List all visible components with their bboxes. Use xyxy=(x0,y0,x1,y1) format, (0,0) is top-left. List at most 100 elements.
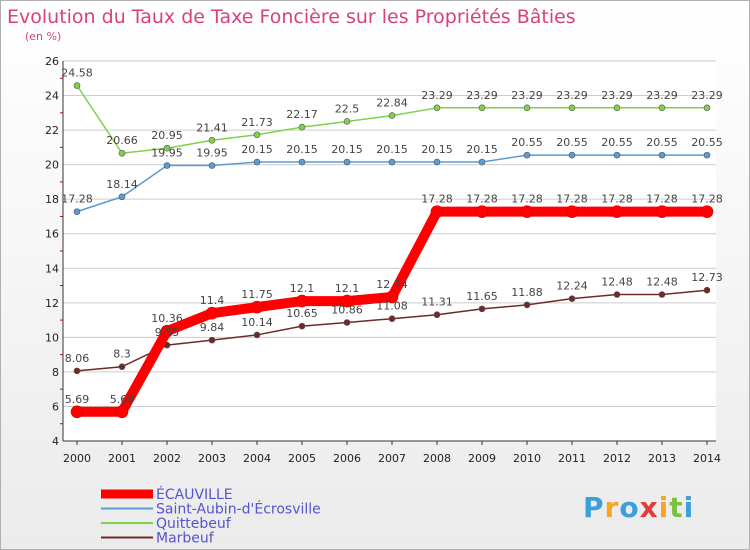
data-point xyxy=(475,205,489,218)
y-tick-label: 18 xyxy=(45,193,59,206)
logo-letter: o xyxy=(619,491,640,524)
data-label: 11.88 xyxy=(511,286,543,299)
data-point xyxy=(565,205,579,218)
data-label: 17.28 xyxy=(511,193,543,206)
y-tick-label: 8 xyxy=(52,366,59,379)
data-point xyxy=(163,144,171,152)
data-label: 21.41 xyxy=(196,121,228,134)
data-point xyxy=(340,294,354,308)
data-point xyxy=(520,205,534,218)
x-tick-label: 2010 xyxy=(513,452,541,465)
chart-title: Evolution du Taux de Taxe Foncière sur l… xyxy=(7,6,576,28)
data-label: 20.15 xyxy=(376,143,408,156)
x-tick-label: 2011 xyxy=(558,452,586,465)
data-label: 20.15 xyxy=(466,143,498,156)
data-label: 23.29 xyxy=(466,89,498,102)
data-label: 20.55 xyxy=(691,136,723,149)
data-label: 24.58 xyxy=(61,67,93,80)
x-tick-label: 2000 xyxy=(63,452,91,465)
data-point xyxy=(433,311,441,319)
data-point xyxy=(478,104,486,112)
data-label: 23.29 xyxy=(601,89,633,102)
data-point xyxy=(208,136,216,144)
data-point xyxy=(160,324,174,338)
logo-letter: r xyxy=(604,491,620,524)
y-tick-label: 26 xyxy=(45,55,59,68)
y-tick-label: 14 xyxy=(45,262,59,275)
y-tick-label: 16 xyxy=(45,228,59,241)
logo-letter: i xyxy=(658,491,670,524)
data-point xyxy=(253,158,261,166)
data-point xyxy=(73,367,81,375)
data-point xyxy=(208,336,216,344)
data-point xyxy=(430,205,444,218)
data-point xyxy=(163,162,171,169)
data-label: 12.48 xyxy=(601,276,633,289)
data-point xyxy=(343,319,351,326)
data-point xyxy=(568,151,576,159)
data-point xyxy=(523,301,531,309)
data-label: 17.28 xyxy=(421,193,453,206)
legend-label: Quittebeuf xyxy=(156,516,232,532)
legend-label: ÉCAUVILLE xyxy=(156,486,233,503)
data-label: 19.95 xyxy=(196,147,228,160)
x-tick-label: 2013 xyxy=(648,452,676,465)
data-label: 12.24 xyxy=(556,280,588,293)
data-label: 5.69 xyxy=(65,393,90,406)
data-label: 22.84 xyxy=(376,97,408,110)
data-point xyxy=(118,193,126,201)
data-label: 23.29 xyxy=(511,89,543,102)
logo-letter: t xyxy=(669,491,684,524)
data-point xyxy=(433,104,441,112)
data-point xyxy=(298,158,306,166)
x-tick-label: 2005 xyxy=(288,452,316,465)
data-label: 23.29 xyxy=(691,89,723,102)
data-label: 20.15 xyxy=(331,143,363,156)
y-tick-label: 12 xyxy=(45,297,59,310)
data-point xyxy=(298,123,306,131)
x-tick-label: 2008 xyxy=(423,452,451,465)
data-point xyxy=(658,291,666,298)
data-label: 21.73 xyxy=(241,116,273,129)
data-label: 20.15 xyxy=(241,143,273,156)
data-label: 9.55 xyxy=(155,326,180,339)
data-point xyxy=(343,118,351,125)
data-label: 11.31 xyxy=(421,296,453,309)
data-point xyxy=(703,151,711,159)
data-label: 20.15 xyxy=(286,143,318,156)
data-point xyxy=(613,291,621,298)
x-tick-label: 2002 xyxy=(153,452,181,465)
y-tick-label: 6 xyxy=(52,400,59,413)
data-point xyxy=(73,82,81,89)
data-label: 9.84 xyxy=(200,321,225,334)
data-point xyxy=(253,331,261,339)
data-label: 20.55 xyxy=(601,136,633,149)
x-tick-label: 2009 xyxy=(468,452,496,465)
data-point xyxy=(655,205,669,218)
y-tick-label: 20 xyxy=(45,159,59,172)
data-point xyxy=(610,205,624,218)
data-point xyxy=(295,294,309,308)
data-label: 17.28 xyxy=(691,193,723,206)
data-label: 19.95 xyxy=(151,147,183,160)
data-label: 12.73 xyxy=(691,271,723,284)
data-label: 22.5 xyxy=(335,102,360,115)
data-point xyxy=(250,300,264,314)
data-point xyxy=(118,149,126,157)
data-point xyxy=(478,305,486,313)
data-point xyxy=(568,104,576,112)
data-label: 23.29 xyxy=(556,89,588,102)
data-label: 20.55 xyxy=(556,136,588,149)
x-tick-label: 2004 xyxy=(243,452,271,465)
x-tick-label: 2006 xyxy=(333,452,361,465)
data-point xyxy=(115,405,129,419)
data-label: 12.48 xyxy=(646,276,678,289)
x-tick-label: 2003 xyxy=(198,452,226,465)
data-label: 17.28 xyxy=(556,193,588,206)
data-point xyxy=(73,208,81,215)
data-point xyxy=(613,104,621,112)
plot-area xyxy=(63,61,716,441)
data-label: 23.29 xyxy=(646,89,678,102)
